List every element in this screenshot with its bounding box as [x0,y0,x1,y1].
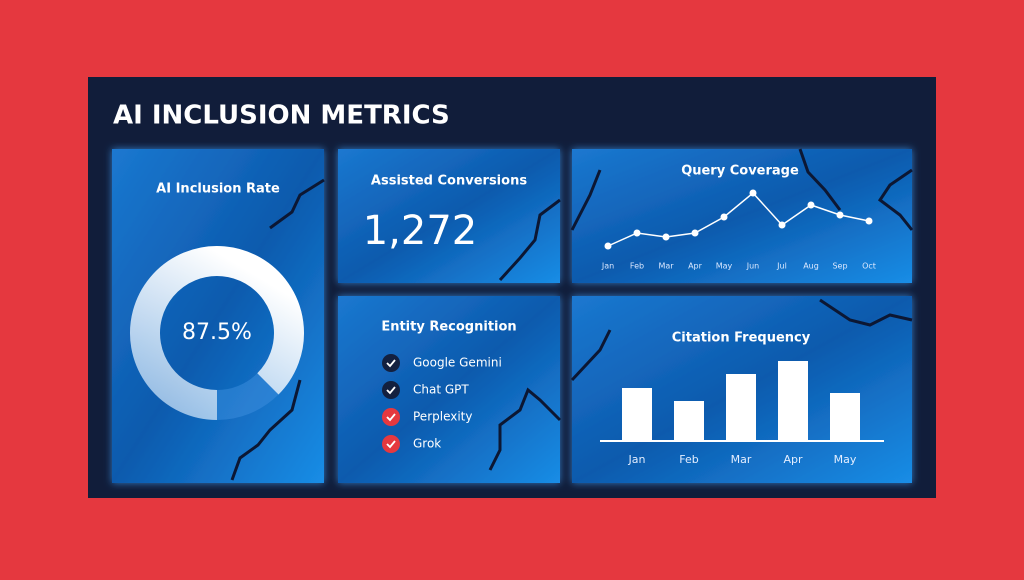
bar [778,361,808,441]
bar-title: Citation Frequency [672,331,811,346]
x-tick-label: May [834,453,857,466]
x-tick-label: Apr [783,453,803,466]
x-tick-label: Jan [628,453,646,466]
check [386,359,396,368]
x-tick-label: Sep [832,262,847,271]
entity-item: Chat GPT [382,381,469,399]
point [778,221,786,229]
crack [819,298,913,327]
point [604,242,612,250]
entity-item: Grok [382,435,441,453]
entity-label: Perplexity [413,410,473,424]
crack [488,387,562,471]
check-icon [382,408,400,426]
kpi-title: Assisted Conversions [371,174,527,189]
bar [622,388,652,441]
line-title: Query Coverage [681,164,799,179]
crack [498,198,561,282]
bar [726,374,756,441]
entities-title: Entity Recognition [381,320,516,335]
line [607,191,870,247]
entity-label: Google Gemini [413,356,502,370]
point [662,233,670,241]
entity-label: Grok [413,437,441,451]
x-tick-label: Oct [862,262,876,271]
check-icon [382,435,400,453]
x-tick-label: Aug [803,262,819,271]
entity-item: Perplexity [382,408,473,426]
crack [798,148,842,211]
check [386,386,396,395]
entity-item: Google Gemini [382,354,502,372]
crack [570,329,612,382]
cracks [230,148,914,481]
x-tick-label: Jun [746,262,760,271]
x-tick-label: Jan [601,262,614,271]
x-tick-label: Feb [630,262,644,271]
gauge-title: AI Inclusion Rate [156,182,280,197]
entity-label: Chat GPT [413,383,469,397]
card [572,149,912,283]
x-tick-label: Feb [679,453,698,466]
x-tick-label: Mar [731,453,752,466]
point [807,201,815,209]
check [386,413,396,422]
crack [230,379,302,481]
x-tick-label: Apr [688,262,703,271]
dashboard-title: AI INCLUSION METRICS [113,101,450,131]
crack [269,178,325,230]
x-tick-label: Mar [658,262,674,271]
point [691,229,699,237]
gauge-arc [130,246,304,420]
bar [674,401,704,441]
point [633,229,641,237]
point [749,189,757,197]
point [720,213,728,221]
x-tick-label: May [716,262,733,271]
bar [830,393,860,441]
card [338,296,560,483]
crack [570,169,602,231]
entity-list: Google Gemini Chat GPT Perplexity Grok [382,354,502,453]
check [386,440,396,449]
kpi-value: 1,272 [363,208,478,254]
point [836,211,844,219]
check-icon [382,354,400,372]
crack [877,168,914,231]
gauge-label: 87.5% [182,320,252,345]
point [865,217,873,225]
check-icon [382,381,400,399]
x-tick-label: Jul [776,262,787,271]
card [338,149,560,283]
